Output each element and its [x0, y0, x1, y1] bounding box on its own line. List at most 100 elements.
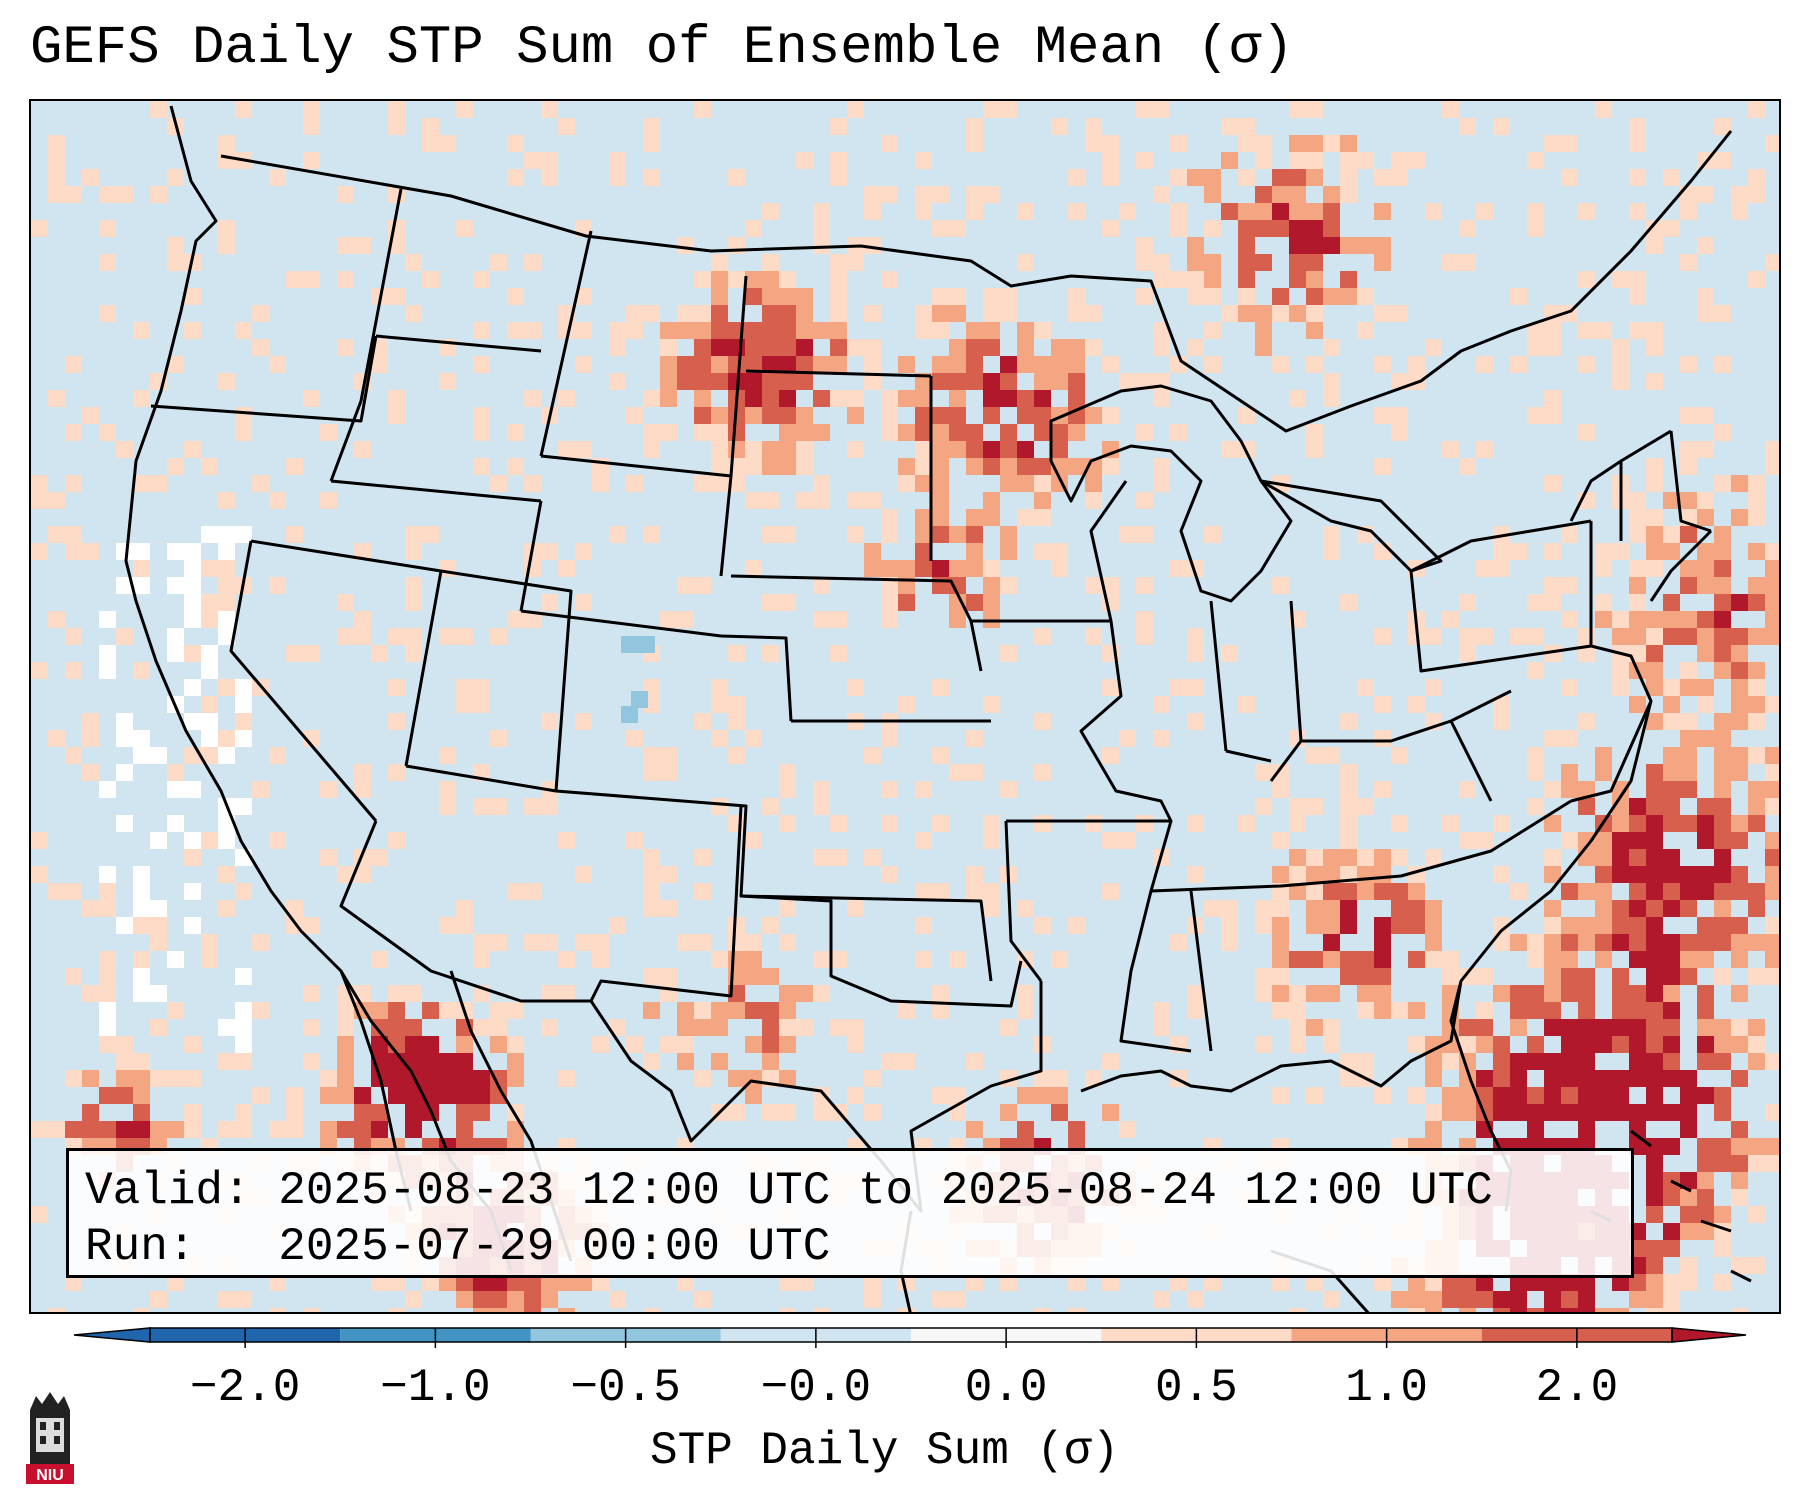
stp-cell: [1595, 101, 1612, 118]
stp-cell: [1034, 628, 1051, 645]
stp-cell: [1714, 305, 1731, 322]
stp-cell: [1680, 1087, 1697, 1104]
stp-cell: [1663, 1240, 1680, 1257]
stp-cell: [1102, 356, 1119, 373]
valid-label: Valid:: [85, 1165, 251, 1217]
stp-cell: [1748, 1155, 1765, 1172]
stp-cell: [1680, 254, 1697, 271]
stp-cell: [1561, 1104, 1578, 1121]
stp-cell: [1340, 1070, 1357, 1087]
stp-cell: [1187, 815, 1204, 832]
stp-cell: [1289, 798, 1306, 815]
stp-cell: [966, 424, 983, 441]
stp-cell: [983, 594, 1000, 611]
stp-cell: [524, 152, 541, 169]
stp-cell: [184, 322, 201, 339]
stp-cell: [1476, 1291, 1493, 1308]
stp-cell: [1255, 764, 1272, 781]
stp-cell: [1663, 883, 1680, 900]
stp-cell: [711, 271, 728, 288]
stp-cell: [1544, 968, 1561, 985]
stp-cell: [1102, 679, 1119, 696]
stp-cell: [1714, 1240, 1731, 1257]
stp-cell: [1306, 169, 1323, 186]
stp-cell: [1714, 118, 1731, 135]
stp-cell: [1425, 1274, 1442, 1291]
stp-cell: [779, 1104, 796, 1121]
stp-cell: [728, 475, 745, 492]
stp-cell: [1510, 1087, 1527, 1104]
stp-cell: [1544, 1002, 1561, 1019]
stp-cell: [1629, 696, 1646, 713]
stp-cell: [745, 934, 762, 951]
stp-cell: [609, 152, 626, 169]
stp-cell: [490, 1308, 507, 1312]
stp-cell: [150, 1291, 167, 1308]
stp-cell: [507, 1002, 524, 1019]
stp-cell: [983, 883, 1000, 900]
stp-cell: [1527, 798, 1544, 815]
stp-cell: [1765, 254, 1779, 271]
stp-cell: [1527, 1036, 1544, 1053]
stp-cell: [1323, 1291, 1340, 1308]
stp-cell: [1561, 781, 1578, 798]
stp-cell: [1153, 1019, 1170, 1036]
stp-cell: [677, 373, 694, 390]
stp-cell: [745, 271, 762, 288]
stp-cell: [1697, 543, 1714, 560]
stp-cell: [949, 951, 966, 968]
stp-cell: [1408, 1291, 1425, 1308]
stp-cell: [167, 169, 184, 186]
stp-cell: [1272, 934, 1289, 951]
stp-cell: [1051, 373, 1068, 390]
stp-cell: [1748, 186, 1765, 203]
stp-cell: [405, 526, 422, 543]
stp-cell: [813, 798, 830, 815]
stp-cell: [1663, 951, 1680, 968]
stp-cell: [1085, 492, 1102, 509]
stp-cell: [813, 492, 830, 509]
stp-cell: [1221, 305, 1238, 322]
stp-cell: [864, 560, 881, 577]
stp-cell: [388, 713, 405, 730]
stp-cell: [490, 254, 507, 271]
stp-cell: [1646, 1206, 1663, 1223]
stp-cell: [48, 730, 65, 747]
stp-cell: [1680, 203, 1697, 220]
stp-cell: [1612, 781, 1629, 798]
stp-cell: [1136, 611, 1153, 628]
stp-cell: [1204, 254, 1221, 271]
stp-cell: [456, 900, 473, 917]
stp-cell: [813, 220, 830, 237]
stp-cell: [1697, 1002, 1714, 1019]
stp-cell: [1680, 679, 1697, 696]
stp-cell: [133, 475, 150, 492]
stp-cell: [1459, 1036, 1476, 1053]
stp-cell: [1697, 832, 1714, 849]
stp-cell: [1527, 764, 1544, 781]
stp-cell: [456, 1036, 473, 1053]
stp-cell: [643, 900, 660, 917]
stp-cell: [1544, 781, 1561, 798]
stp-cell: [1680, 1104, 1697, 1121]
stp-cell: [1731, 713, 1748, 730]
stp-cell: [354, 441, 371, 458]
stp-cell: [1459, 1019, 1476, 1036]
stp-cell: [1119, 832, 1136, 849]
stp-cell: [1306, 747, 1323, 764]
stp-cell: [1238, 220, 1255, 237]
stp-cell: [286, 1087, 303, 1104]
stp-cell: [762, 441, 779, 458]
stp-cell: [1340, 883, 1357, 900]
stp-cell: [779, 424, 796, 441]
stp-cell: [1017, 254, 1034, 271]
stp-cell: [983, 492, 1000, 509]
stp-cell: [1697, 611, 1714, 628]
stp-cell: [1731, 203, 1748, 220]
stp-cell: [779, 390, 796, 407]
stp-cell: [1748, 900, 1765, 917]
stp-cell: [745, 373, 762, 390]
stp-cell: [1646, 1138, 1663, 1155]
stp-cell: [1187, 339, 1204, 356]
stp-cell: [1187, 866, 1204, 883]
